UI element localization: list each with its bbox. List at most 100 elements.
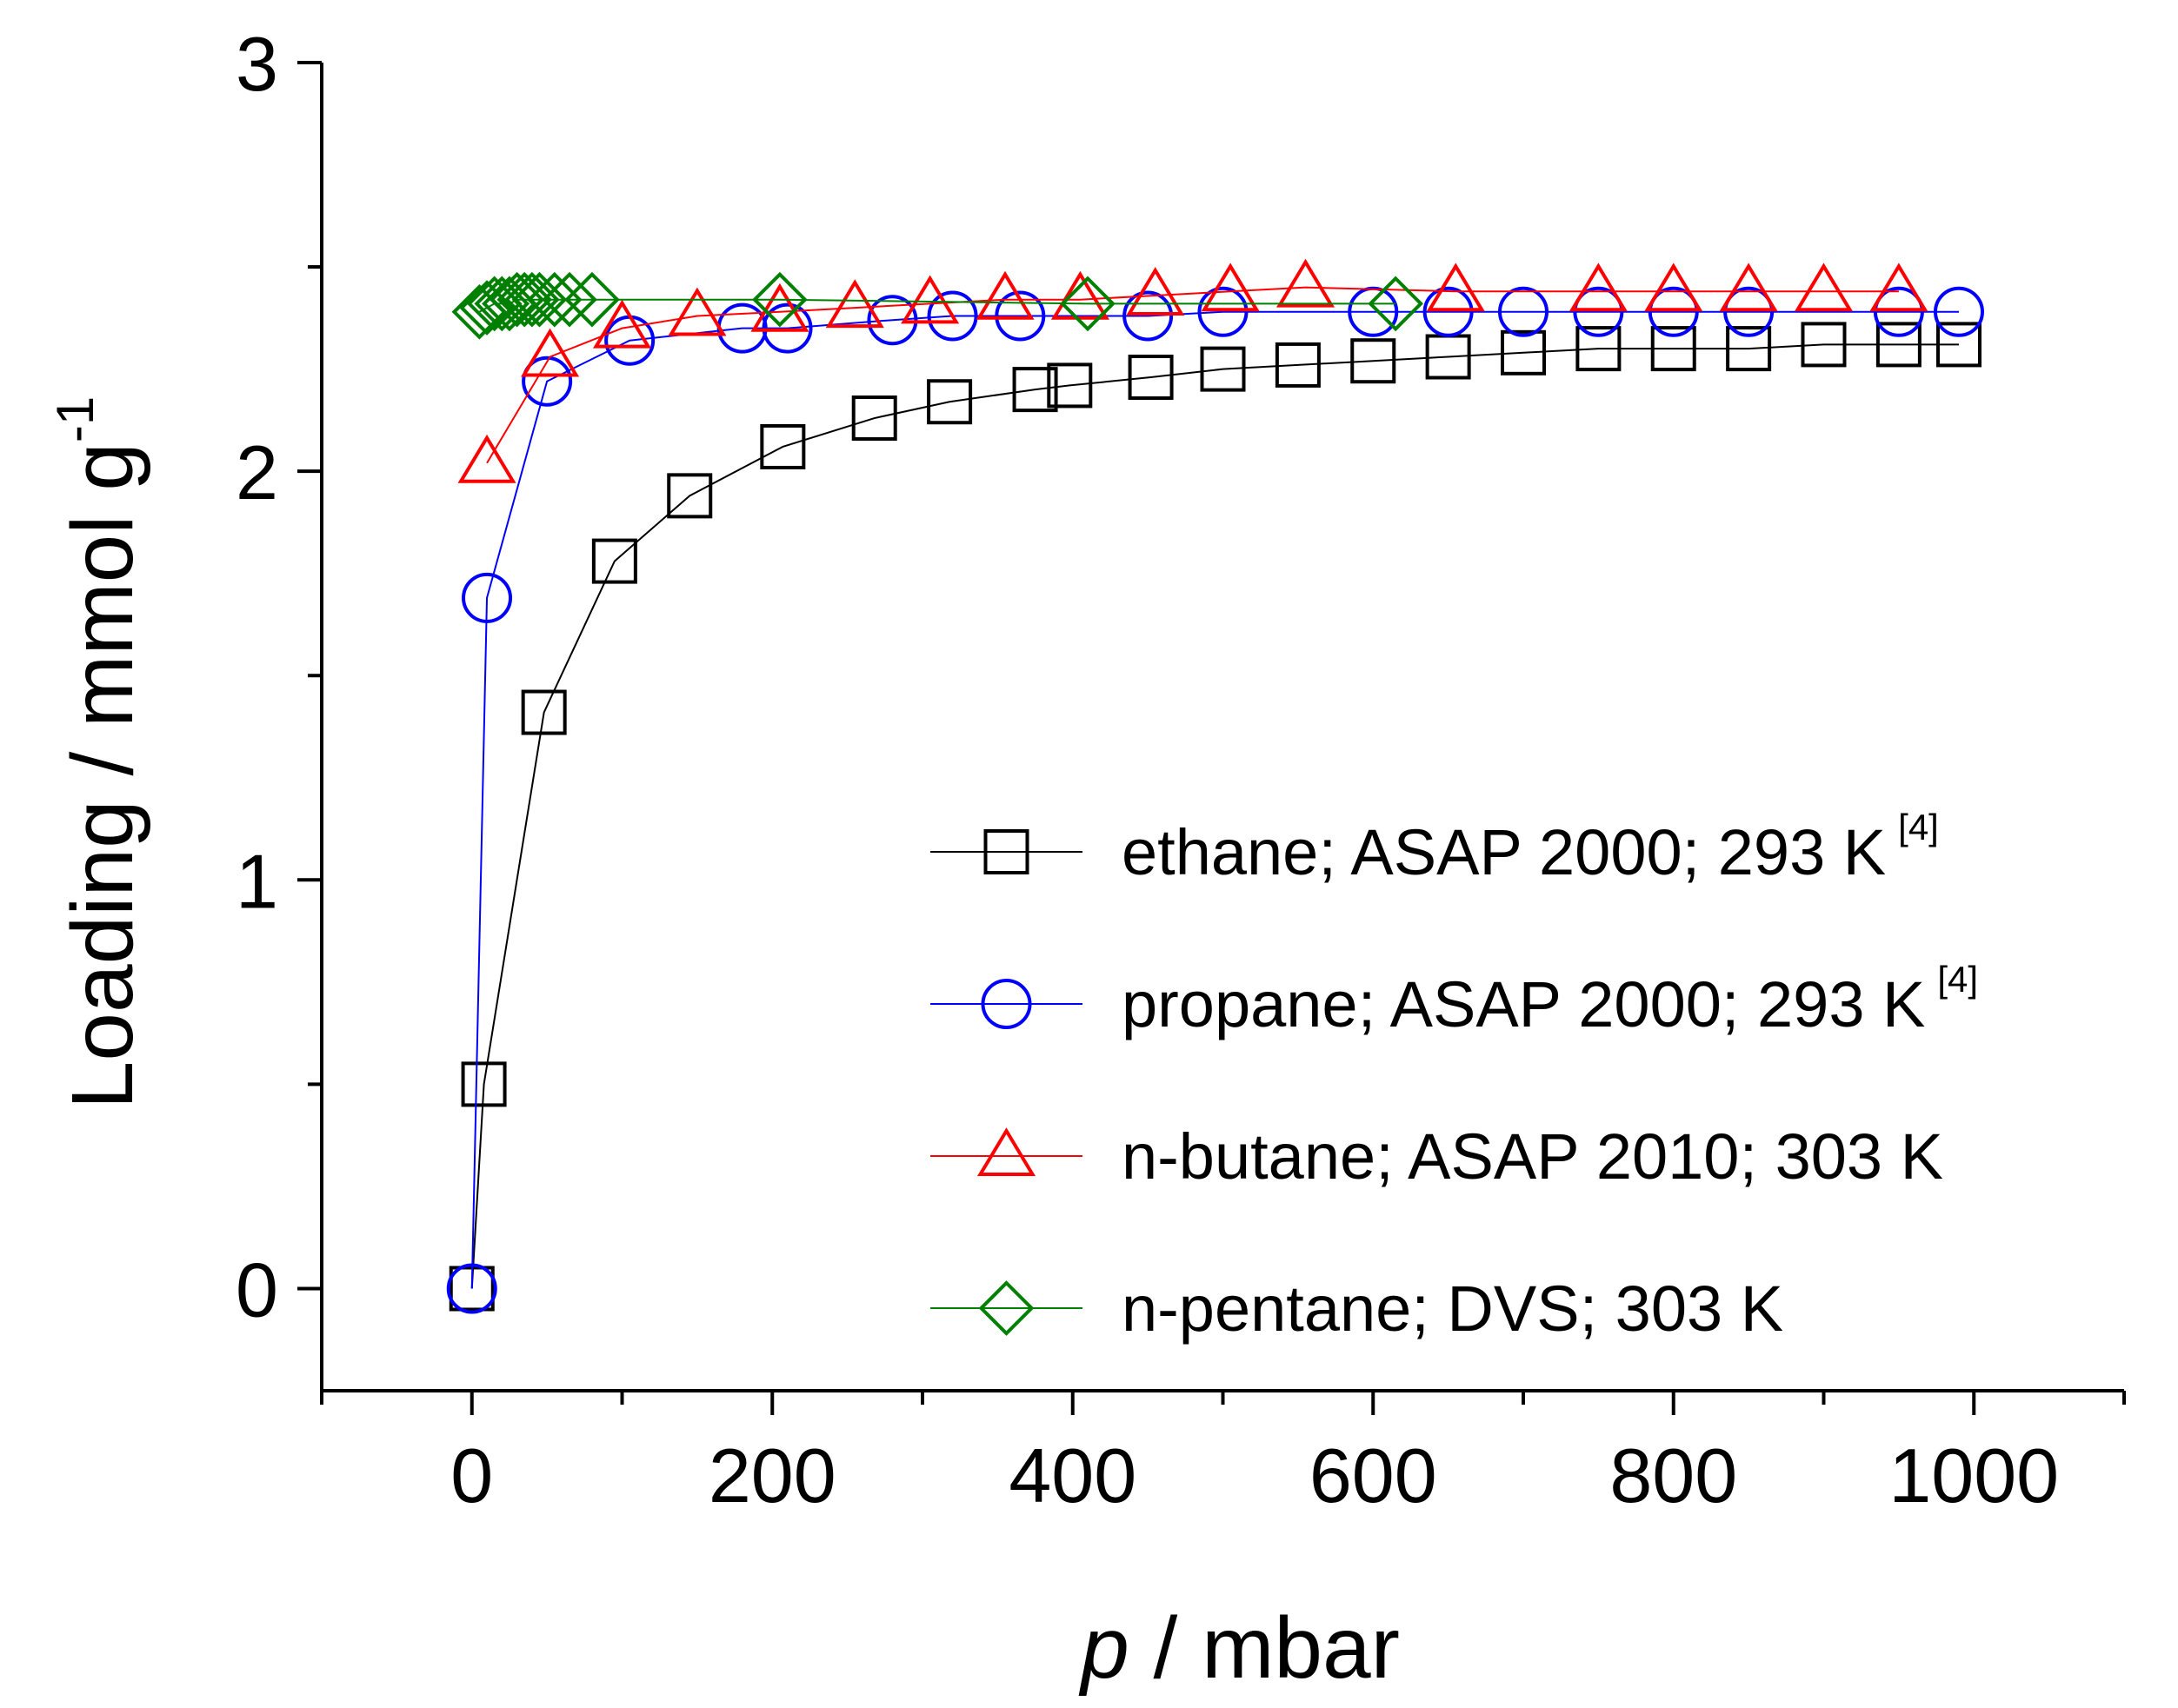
data-point — [995, 290, 1046, 342]
data-point — [762, 302, 813, 354]
series-line — [470, 343, 1959, 1289]
data-point — [521, 328, 580, 377]
data-point — [851, 395, 897, 442]
data-point — [1060, 276, 1116, 332]
data-point — [752, 271, 808, 328]
y-axis-title: Loading / mmol g-1 — [46, 396, 151, 1109]
data-point — [1050, 270, 1109, 320]
data-point — [927, 290, 978, 342]
data-point — [1935, 322, 1982, 368]
plot-area — [446, 258, 1984, 1314]
x-axis-title: p / mbar — [1078, 1599, 1400, 1697]
legend-marker — [978, 1280, 1035, 1336]
data-point — [1650, 326, 1696, 372]
data-point — [482, 276, 537, 332]
data-point — [1368, 276, 1423, 332]
data-point — [667, 473, 713, 519]
legend-label: n-pentane; DVS; 303 K — [1122, 1273, 1783, 1345]
y-tick-label: 2 — [236, 429, 278, 515]
y-tick-label: 1 — [236, 838, 278, 924]
legend-label: ethane; ASAP 2000; 293 K [4] — [1122, 807, 1939, 888]
data-point — [1501, 329, 1546, 375]
x-tick-label: 800 — [1609, 1432, 1737, 1519]
data-point — [927, 379, 973, 425]
data-point — [901, 275, 960, 324]
x-axis-unit: / mbar — [1129, 1599, 1400, 1697]
data-point — [1126, 267, 1185, 316]
y-axis-text: Loading / mmol g — [54, 442, 151, 1109]
series-line — [486, 286, 1899, 464]
y-tick-label: 0 — [236, 1246, 278, 1333]
data-point — [1794, 263, 1854, 312]
legend-item: n-pentane; DVS; 303 K — [930, 1273, 1783, 1345]
legend-marker — [983, 829, 1029, 874]
series-line — [470, 310, 1959, 1289]
data-point — [526, 271, 583, 328]
legend-label: propane; ASAP 2000; 293 K [4] — [1122, 959, 1978, 1040]
data-point — [1422, 286, 1474, 337]
legend-marker — [981, 979, 1032, 1029]
data-point — [461, 1061, 507, 1107]
legend-marker — [976, 1127, 1036, 1176]
data-point — [1350, 338, 1396, 384]
x-tick-label: 600 — [1309, 1432, 1437, 1519]
data-point — [521, 689, 567, 735]
data-point — [592, 299, 652, 349]
x-tick-label: 1000 — [1888, 1432, 2059, 1519]
data-point — [1275, 342, 1321, 388]
legend-reference: [4] — [1898, 807, 1939, 847]
legend: ethane; ASAP 2000; 293 K [4] propane; ASAP… — [930, 807, 1978, 1345]
data-point — [976, 270, 1035, 320]
data-point — [1723, 286, 1775, 337]
data-point — [504, 271, 560, 328]
data-point — [1933, 286, 1984, 337]
x-tick-label: 200 — [709, 1432, 836, 1519]
data-point — [867, 295, 918, 346]
data-point — [1197, 286, 1249, 337]
legend-item: n-butane; ASAP 2010; 303 K — [930, 1120, 1943, 1193]
data-point — [496, 271, 553, 328]
data-point — [825, 279, 884, 329]
data-point — [1498, 286, 1549, 337]
series-diamond — [451, 271, 1423, 340]
legend-label: n-butane; ASAP 2010; 303 K — [1122, 1120, 1943, 1193]
data-point — [457, 434, 516, 483]
data-point — [1047, 362, 1093, 409]
y-tick-label: 3 — [236, 21, 278, 107]
data-point — [760, 423, 806, 469]
data-point — [1573, 286, 1624, 337]
data-point — [750, 282, 809, 332]
data-point — [591, 538, 637, 584]
x-tick-label: 400 — [1009, 1432, 1136, 1519]
data-point — [489, 271, 545, 328]
data-point — [522, 356, 573, 407]
data-point — [1726, 326, 1772, 372]
data-point — [542, 271, 597, 328]
data-point — [1873, 286, 1924, 337]
data-point — [1122, 290, 1174, 342]
data-point — [1012, 367, 1058, 413]
data-point — [1575, 326, 1622, 372]
data-point — [1875, 322, 1922, 368]
data-point — [668, 287, 727, 336]
data-point — [1801, 322, 1847, 368]
data-point — [1719, 263, 1778, 312]
data-point — [462, 572, 513, 623]
data-point — [1201, 263, 1260, 312]
data-point — [1426, 263, 1485, 312]
series-square — [449, 322, 1982, 1312]
legend-item: ethane; ASAP 2000; 293 K [4] — [930, 807, 1939, 888]
data-point — [511, 271, 568, 328]
legend-reference: [4] — [1937, 959, 1978, 1000]
series-triangle — [457, 258, 1928, 483]
data-point — [446, 1263, 497, 1314]
data-point — [1644, 263, 1703, 312]
legend-item: propane; ASAP 2000; 293 K [4] — [930, 959, 1978, 1040]
data-point — [564, 271, 620, 328]
series-circle — [446, 286, 1984, 1314]
x-tick-label: 0 — [450, 1432, 493, 1519]
data-point — [1128, 355, 1174, 401]
data-point — [1869, 263, 1928, 312]
x-axis-symbol: p — [1078, 1599, 1129, 1697]
